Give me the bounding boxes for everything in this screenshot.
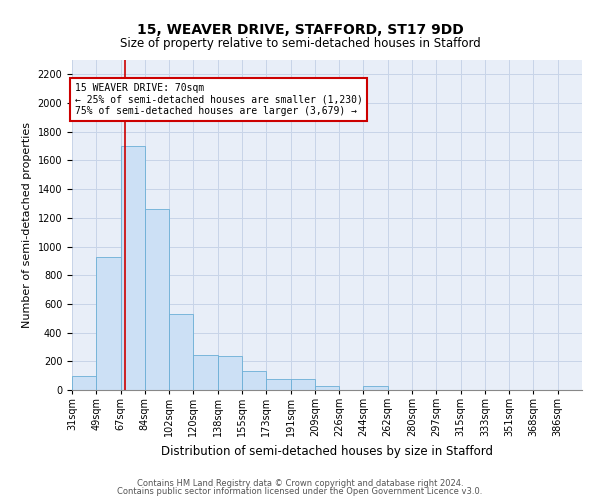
Bar: [290, 379, 315, 390]
X-axis label: Distribution of semi-detached houses by size in Stafford: Distribution of semi-detached houses by …: [161, 444, 493, 458]
Bar: [242, 372, 266, 390]
Bar: [266, 378, 290, 390]
Bar: [145, 209, 169, 390]
Bar: [315, 386, 339, 390]
Bar: [169, 314, 193, 390]
Text: 15, WEAVER DRIVE, STAFFORD, ST17 9DD: 15, WEAVER DRIVE, STAFFORD, ST17 9DD: [137, 22, 463, 36]
Y-axis label: Number of semi-detached properties: Number of semi-detached properties: [22, 122, 32, 328]
Text: Contains public sector information licensed under the Open Government Licence v3: Contains public sector information licen…: [118, 487, 482, 496]
Text: 15 WEAVER DRIVE: 70sqm
← 25% of semi-detached houses are smaller (1,230)
75% of : 15 WEAVER DRIVE: 70sqm ← 25% of semi-det…: [74, 83, 362, 116]
Bar: [364, 386, 388, 390]
Bar: [218, 356, 242, 390]
Text: Size of property relative to semi-detached houses in Stafford: Size of property relative to semi-detach…: [119, 38, 481, 51]
Bar: [193, 355, 218, 390]
Bar: [96, 256, 121, 390]
Bar: [121, 146, 145, 390]
Bar: [72, 376, 96, 390]
Text: Contains HM Land Registry data © Crown copyright and database right 2024.: Contains HM Land Registry data © Crown c…: [137, 478, 463, 488]
